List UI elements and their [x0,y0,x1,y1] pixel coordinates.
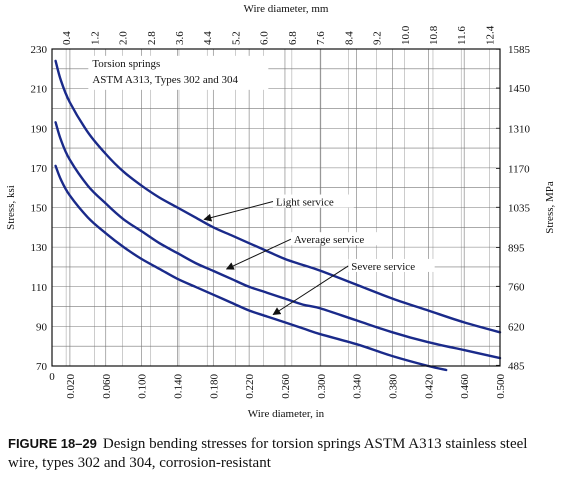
figure-label: FIGURE 18–29 [8,436,97,451]
annotation-arrow [225,238,292,270]
tick-labels: 0.020 0.060 0.100 0.140 0.180 0.220 0.260 0.300… [31,25,531,399]
legend-box: Torsion springs ASTM A313, Types 302 and… [88,55,269,90]
y-tick-label: 90 [36,321,48,333]
y-tick-label: 110 [31,282,48,294]
x-tick-label: 0.140 [172,374,184,399]
y-tick-label: 210 [31,84,48,96]
y2-tick-label: 1035 [508,202,531,214]
x-axis-label: Wire diameter, in [248,408,325,420]
legend-background [88,55,269,90]
figure-caption: FIGURE 18–29 Design bending stresses for … [8,434,553,473]
y-tick-label: 130 [31,242,48,254]
y2-tick-label: 760 [508,281,525,293]
right-axis-label: Stress, MPa [544,181,556,234]
plot-frame [51,48,501,367]
annotation-bg [290,232,383,246]
x2-tick-label: 10.8 [428,25,440,45]
y2-tick-label: 620 [508,322,525,334]
stress-chart: 0.020 0.060 0.100 0.140 0.180 0.220 0.260 0.300… [5,3,556,420]
y2-tick-label: 895 [508,243,525,255]
annotation-bg [348,258,435,272]
x-tick-label: 0.100 [137,374,149,399]
y-tick-label: 150 [31,203,48,215]
annotation-label: Average service [294,234,364,246]
annotation-bg [273,194,354,208]
x2-tick-label: 1.2 [89,31,101,45]
x2-tick-label: 7.6 [315,31,327,45]
x-tick-label: 0.460 [459,374,471,399]
caption-text: Design bending stresses for torsion spri… [8,436,528,471]
y-tick-label: 170 [31,163,48,175]
y2-tick-label: 1450 [508,83,531,95]
x2-tick-label: 5.2 [230,31,242,45]
x2-tick-label: 6.0 [259,31,271,45]
x-tick-label: 0.060 [101,374,113,399]
x2-tick-label: 0.4 [61,31,73,45]
legend-line-1: Torsion springs [92,58,160,70]
y2-tick-label: 1585 [508,44,531,56]
annotation-arrow [203,201,274,222]
y-axis-label: Stress, ksi [5,185,17,230]
x-tick-label: 0.260 [280,374,292,399]
x2-tick-label: 2.0 [118,31,130,45]
series-line-light-service [54,59,502,334]
annotation-label: Severe service [351,261,415,273]
x2-tick-label: 8.4 [343,31,355,45]
series-lines [54,59,502,372]
annotation-label: Light service [276,197,334,209]
y-tick-label: 70 [36,361,48,373]
x2-tick-label: 10.0 [400,25,412,45]
x2-tick-label: 9.2 [372,31,384,45]
y2-tick-label: 1170 [508,163,530,175]
x-tick-label: 0.500 [495,374,507,399]
series-line-average-service [54,121,502,360]
x2-tick-label: 3.6 [174,31,186,45]
y-tick-label: 190 [31,123,48,135]
y2-tick-label: 1310 [508,123,531,135]
x2-tick-label: 6.8 [287,31,299,45]
x-tick-label: 0.340 [352,374,364,399]
x2-tick-label: 12.4 [484,25,496,45]
y2-tick-label: 485 [508,360,525,372]
x-tick-label: 0.380 [387,374,399,399]
x2-tick-label: 11.6 [456,26,468,45]
x2-tick-label: 4.4 [202,31,214,45]
x-tick-label: 0.020 [65,374,77,399]
x2-tick-label: 2.8 [146,31,158,45]
x-tick-label: 0.420 [423,374,435,399]
x-tick-label: 0.180 [208,374,220,399]
series-line-severe-service [54,164,448,372]
annotations: Light service Average service Severe servi… [203,194,435,316]
x-origin-label: 0 [49,371,55,383]
x-tick-label: 0.220 [244,374,256,399]
annotation-arrow [272,265,349,316]
y-tick-label: 230 [31,44,48,56]
top-axis-label: Wire diameter, mm [244,3,329,15]
legend-line-2: ASTM A313, Types 302 and 304 [92,74,238,86]
x-tick-label: 0.300 [316,374,328,399]
